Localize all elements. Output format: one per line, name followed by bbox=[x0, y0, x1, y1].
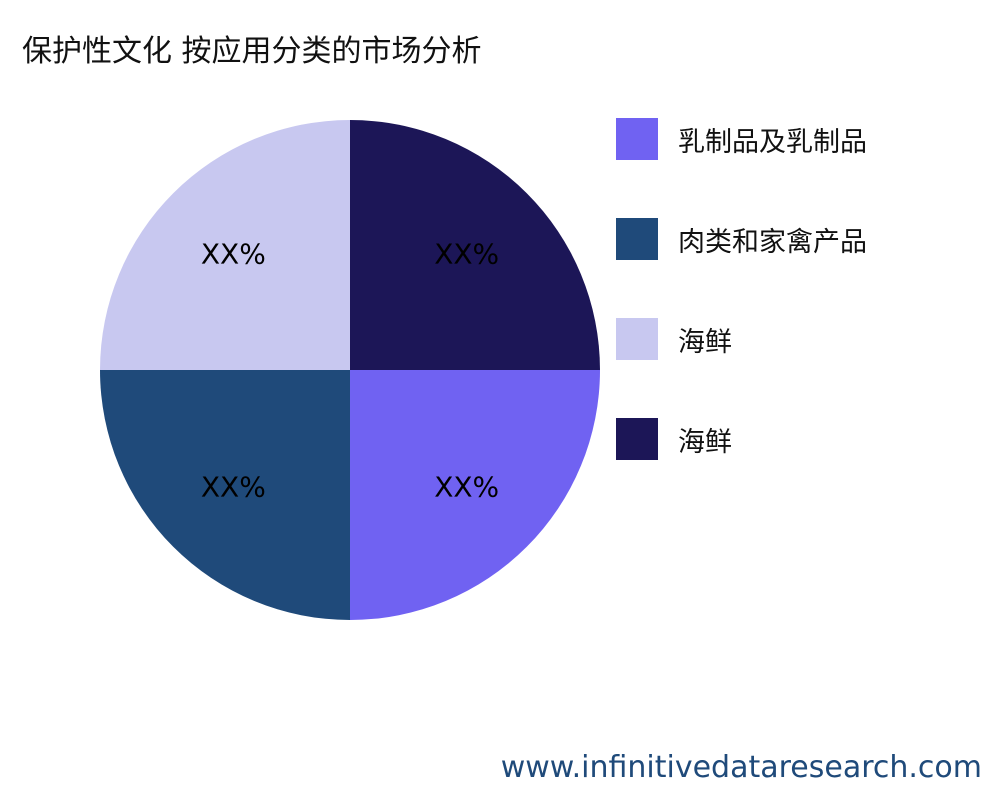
legend-label: 乳制品及乳制品 bbox=[678, 126, 867, 158]
legend: 乳制品及乳制品 肉类和家禽产品 海鲜 海鲜 bbox=[616, 118, 867, 518]
data-label: XX% bbox=[201, 237, 266, 270]
legend-item: 海鲜 bbox=[616, 318, 867, 360]
data-label: XX% bbox=[201, 471, 266, 504]
legend-item: 乳制品及乳制品 bbox=[616, 118, 867, 160]
legend-label: 海鲜 bbox=[678, 426, 732, 458]
legend-swatch bbox=[616, 418, 658, 460]
data-label: XX% bbox=[434, 237, 499, 270]
legend-swatch bbox=[616, 318, 658, 360]
pie-slice bbox=[100, 120, 350, 370]
legend-swatch bbox=[616, 218, 658, 260]
pie-slice bbox=[350, 120, 600, 370]
pie-slice bbox=[350, 370, 600, 620]
legend-label: 海鲜 bbox=[678, 326, 732, 358]
legend-label: 肉类和家禽产品 bbox=[678, 226, 867, 258]
pie-slice bbox=[100, 370, 350, 620]
legend-item: 海鲜 bbox=[616, 418, 867, 460]
footer-url: www.infinitivedataresearch.com bbox=[500, 750, 982, 785]
data-label: XX% bbox=[434, 471, 499, 504]
chart-title: 保护性文化 按应用分类的市场分析 bbox=[22, 34, 482, 69]
legend-swatch bbox=[616, 118, 658, 160]
legend-item: 肉类和家禽产品 bbox=[616, 218, 867, 260]
